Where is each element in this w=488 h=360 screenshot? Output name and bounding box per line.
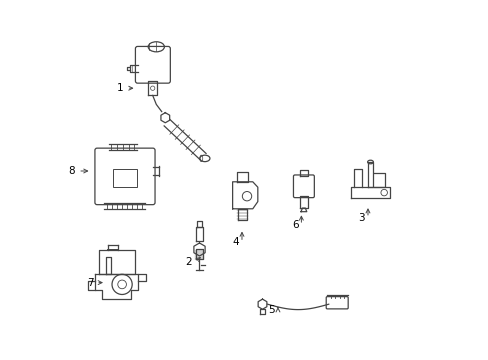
Text: 1: 1 — [117, 83, 123, 93]
Text: 7: 7 — [86, 278, 93, 288]
Text: 5: 5 — [268, 305, 275, 315]
Text: 3: 3 — [358, 213, 365, 223]
Text: 4: 4 — [232, 237, 239, 247]
Text: 2: 2 — [185, 257, 192, 267]
Text: 6: 6 — [291, 220, 298, 230]
Text: 8: 8 — [68, 166, 75, 176]
Bar — [113, 169, 137, 187]
